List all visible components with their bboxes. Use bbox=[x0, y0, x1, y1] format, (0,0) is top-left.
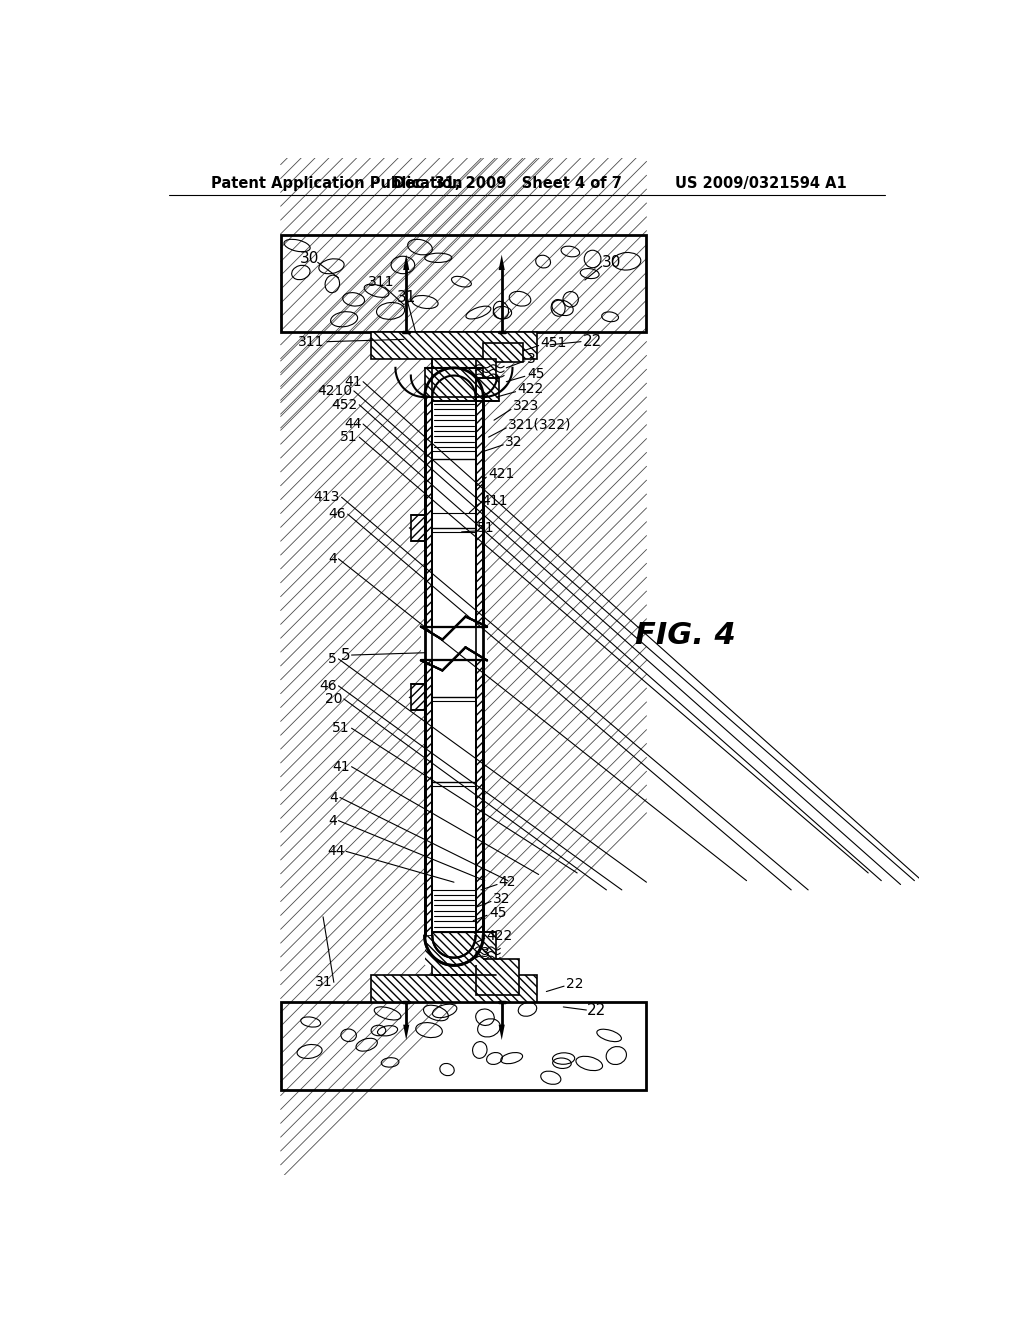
Text: 311: 311 bbox=[298, 335, 325, 348]
Text: 22: 22 bbox=[587, 1002, 606, 1018]
Bar bbox=[425, 936, 483, 965]
Text: 31: 31 bbox=[396, 289, 416, 305]
Text: US 2009/0321594 A1: US 2009/0321594 A1 bbox=[675, 177, 847, 191]
Text: 411: 411 bbox=[481, 494, 508, 508]
Bar bbox=[281, 1002, 646, 1090]
Text: 4: 4 bbox=[330, 791, 339, 804]
Bar bbox=[425, 397, 432, 936]
Bar bbox=[281, 235, 646, 331]
Text: 4: 4 bbox=[328, 552, 337, 566]
Text: 4210: 4210 bbox=[317, 384, 352, 397]
Bar bbox=[483, 343, 523, 363]
Text: 3: 3 bbox=[481, 946, 489, 960]
Text: 51: 51 bbox=[333, 721, 350, 735]
Bar bbox=[425, 368, 483, 397]
Bar bbox=[281, 1002, 646, 1090]
Bar bbox=[281, 235, 646, 331]
Bar bbox=[421, 627, 487, 660]
Text: 46: 46 bbox=[329, 507, 346, 521]
Text: 32: 32 bbox=[505, 434, 522, 449]
Bar bbox=[432, 359, 497, 401]
Text: 422: 422 bbox=[517, 383, 544, 396]
Text: 30: 30 bbox=[299, 251, 318, 267]
Polygon shape bbox=[409, 696, 411, 700]
Text: 30: 30 bbox=[602, 255, 622, 269]
Text: 45: 45 bbox=[489, 906, 507, 920]
Text: 422: 422 bbox=[486, 929, 513, 942]
Text: 51: 51 bbox=[340, 430, 357, 444]
Text: FIG. 4: FIG. 4 bbox=[635, 622, 735, 651]
Polygon shape bbox=[409, 527, 411, 529]
Text: 452: 452 bbox=[332, 397, 357, 412]
Text: 321(322): 321(322) bbox=[508, 417, 571, 432]
Text: 421: 421 bbox=[488, 467, 515, 480]
Bar bbox=[475, 378, 499, 401]
Text: 44: 44 bbox=[327, 845, 345, 858]
Text: 44: 44 bbox=[344, 417, 361, 432]
Text: 31: 31 bbox=[314, 975, 333, 989]
Text: 323: 323 bbox=[513, 400, 540, 413]
Text: 5: 5 bbox=[340, 648, 350, 663]
Text: 5: 5 bbox=[328, 652, 337, 665]
Text: 22: 22 bbox=[565, 977, 583, 991]
Bar bbox=[371, 331, 538, 359]
Polygon shape bbox=[403, 255, 410, 271]
Bar bbox=[432, 932, 497, 974]
Bar bbox=[411, 515, 425, 541]
Text: 3: 3 bbox=[527, 351, 536, 366]
Polygon shape bbox=[403, 1024, 410, 1040]
Text: 41: 41 bbox=[333, 760, 350, 774]
Text: 413: 413 bbox=[313, 490, 340, 504]
Text: 4: 4 bbox=[328, 813, 337, 828]
Polygon shape bbox=[499, 1024, 505, 1040]
Text: 42: 42 bbox=[499, 875, 516, 890]
Polygon shape bbox=[499, 255, 505, 271]
Bar bbox=[411, 684, 425, 710]
Text: Patent Application Publication: Patent Application Publication bbox=[211, 177, 463, 191]
Bar bbox=[371, 974, 538, 1002]
Text: 45: 45 bbox=[527, 367, 545, 381]
Bar bbox=[475, 960, 519, 995]
Text: 311: 311 bbox=[369, 275, 395, 289]
Text: Dec. 31, 2009   Sheet 4 of 7: Dec. 31, 2009 Sheet 4 of 7 bbox=[393, 177, 623, 191]
Text: 32: 32 bbox=[493, 892, 510, 906]
Text: 22: 22 bbox=[583, 334, 602, 350]
Bar bbox=[475, 397, 483, 936]
Text: 46: 46 bbox=[319, 678, 337, 693]
Bar bbox=[432, 397, 475, 936]
Text: 41: 41 bbox=[344, 375, 361, 388]
Text: 51: 51 bbox=[477, 521, 495, 535]
Text: 20: 20 bbox=[325, 692, 342, 706]
Text: 451: 451 bbox=[541, 337, 566, 350]
